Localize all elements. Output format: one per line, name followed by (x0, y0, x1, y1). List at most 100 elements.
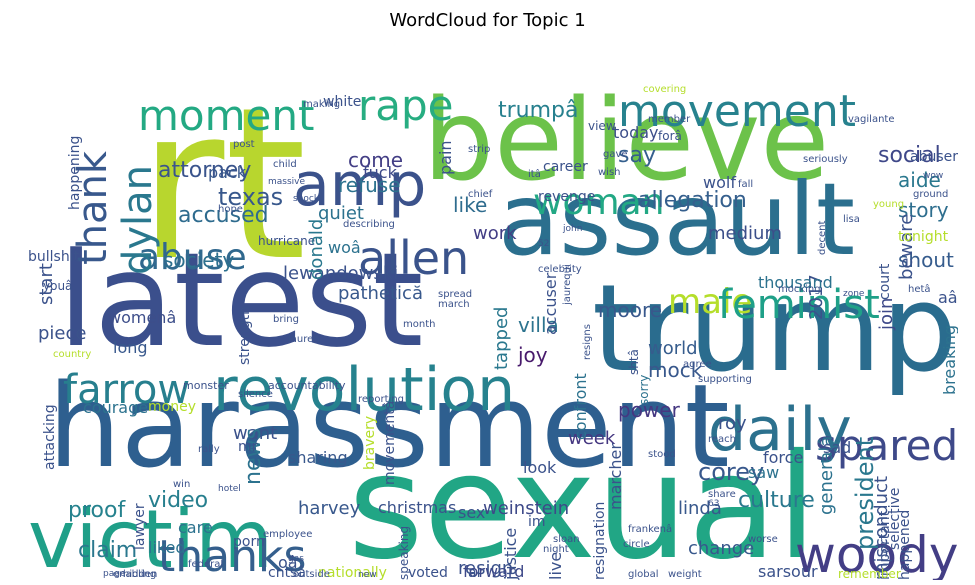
word-102: abuser (910, 149, 958, 165)
word-17: woman (533, 182, 665, 223)
word-112: resignation (592, 501, 608, 580)
word-44: hurricane (258, 234, 316, 248)
word-113: movementâ (382, 400, 398, 485)
word-73: resign (458, 558, 514, 579)
word-24: aide (898, 168, 941, 192)
word-57: money (148, 399, 196, 415)
word-59: sharing (288, 448, 348, 467)
word-180: employee (263, 529, 313, 540)
word-65: week (568, 428, 616, 449)
word-165: wow (923, 171, 944, 181)
word-171: share (708, 489, 736, 500)
word-27: allegation (638, 188, 747, 213)
word-199: itâ (528, 169, 541, 180)
word-177: win (173, 479, 191, 490)
word-2: latest (58, 224, 424, 376)
word-193: worse (748, 534, 778, 545)
word-151: hope (218, 204, 243, 215)
word-99: revenge (538, 189, 596, 205)
word-62: proof (68, 498, 126, 523)
word-156: spread (438, 289, 473, 300)
word-42: lewandowski (283, 263, 399, 284)
word-91: strength (237, 306, 253, 365)
word-154: describing (343, 219, 395, 230)
word-34: texas (218, 183, 284, 211)
word-152: massive (268, 177, 306, 187)
word-92: attacking (42, 404, 58, 470)
word-146: wish (598, 167, 621, 178)
word-51: pathetică (338, 283, 423, 304)
word-132: monster (183, 379, 229, 392)
word-127: lawyer (132, 503, 148, 550)
word-158: youâ (43, 279, 73, 293)
word-88: confront (571, 373, 590, 440)
word-31: today (613, 123, 659, 142)
word-196: lisa (843, 214, 860, 225)
word-82: dylan (115, 164, 161, 275)
word-195: young (873, 199, 905, 210)
word-11: allen (358, 231, 470, 285)
word-74: forward (463, 562, 525, 580)
word-133: silence (238, 389, 273, 400)
word-53: womenâ (108, 308, 177, 327)
word-111: sex (458, 503, 486, 522)
word-66: corey (698, 458, 765, 486)
word-13: farrow (63, 367, 191, 413)
word-164: ground (913, 189, 949, 200)
word-138: lauren (288, 334, 320, 345)
word-94: bullshit (28, 249, 80, 265)
word-40: like (453, 193, 488, 217)
word-107: sorry (637, 374, 651, 405)
word-41: work (473, 223, 517, 244)
word-105: roy (718, 413, 747, 434)
word-188: sloan (553, 534, 580, 545)
word-198: john (563, 224, 583, 234)
word-108: look (523, 458, 557, 477)
word-20: daily (708, 395, 852, 465)
word-139: bring (273, 314, 299, 325)
chart-title: WordCloud for Topic 1 (389, 10, 586, 31)
word-100: wolf (703, 173, 736, 192)
word-16: movement (618, 86, 856, 137)
word-169: mocking (778, 284, 821, 295)
word-186: gas (288, 554, 304, 564)
word-64: weinstein (483, 498, 570, 519)
word-32: career (543, 159, 588, 175)
word-121: court (877, 263, 893, 300)
word-197: 52 (538, 239, 550, 249)
word-80: thousand (758, 273, 833, 292)
word-22: woody (795, 526, 958, 580)
word-174: stood (648, 449, 676, 460)
word-38: refuse (338, 173, 401, 197)
word-160: seriously (803, 154, 848, 165)
word-50: world (648, 338, 698, 359)
word-161: fall (738, 179, 754, 190)
word-187: night (543, 544, 569, 555)
word-95: pack (208, 163, 247, 182)
word-63: christmas (378, 498, 457, 517)
word-1: believe (423, 76, 830, 206)
word-142: covering (643, 84, 687, 95)
word-126: oâ (278, 553, 298, 572)
word-77: join (876, 297, 897, 330)
word-150: making (303, 99, 341, 110)
word-33: attorney (158, 158, 252, 183)
word-178: hotel (218, 484, 241, 494)
word-101: tonight (898, 229, 949, 245)
word-98: pain (436, 140, 455, 175)
word-21: spared (815, 421, 958, 470)
word-190: weight (668, 569, 702, 580)
word-30: say (618, 143, 656, 168)
word-120: remember (838, 567, 901, 580)
word-68: claim (78, 538, 138, 563)
word-69: liked (148, 538, 186, 557)
word-149: post (233, 139, 255, 150)
word-87: tapped (491, 306, 512, 370)
word-128: porn (233, 534, 265, 550)
word-28: medium (708, 223, 782, 244)
word-72: change (688, 538, 755, 559)
word-61: video (148, 488, 209, 513)
word-109: justice (501, 527, 520, 580)
word-124: nationally (318, 565, 387, 580)
word-56: courage (83, 398, 149, 417)
